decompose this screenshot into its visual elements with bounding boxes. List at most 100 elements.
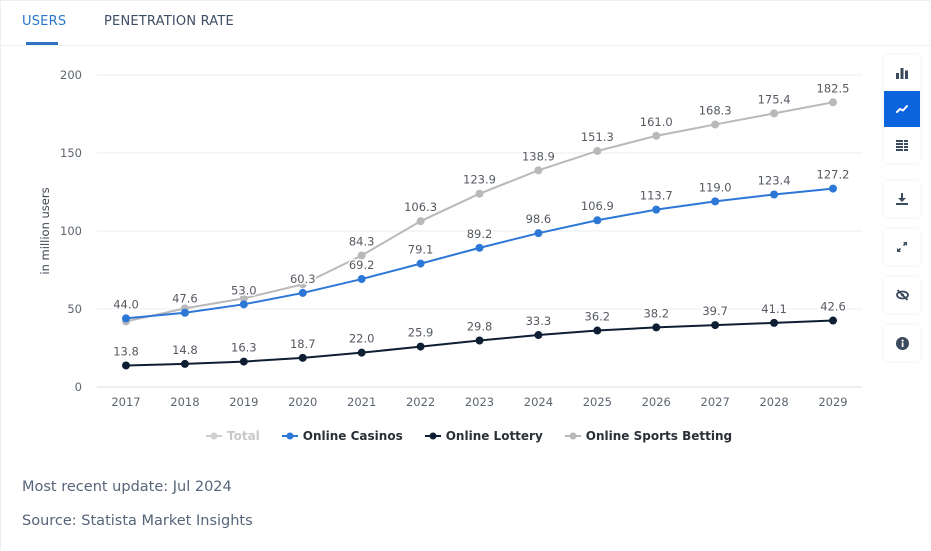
legend-marker-online-sports-betting	[564, 432, 581, 440]
download-button[interactable]	[884, 181, 920, 217]
eye-slash-icon	[895, 289, 909, 301]
data-label-online-lottery-2028: 41.1	[761, 302, 787, 316]
legend-item-online-lottery[interactable]: Online Lottery	[424, 429, 543, 443]
data-label-online-casinos-2021: 69.2	[349, 258, 375, 272]
x-tick-label-2017: 2017	[111, 395, 140, 409]
data-point-online-casinos-2020	[298, 288, 307, 297]
data-label-online-lottery-2029: 42.6	[820, 300, 846, 314]
data-label-online-casinos-2025: 106.9	[581, 199, 614, 213]
legend-item-total[interactable]: Total	[206, 429, 260, 443]
data-label-online-lottery-2017: 13.8	[113, 344, 139, 358]
line-chart-icon	[896, 105, 908, 113]
x-tick-label-2026: 2026	[642, 395, 671, 409]
data-point-online-casinos-2028	[770, 190, 779, 199]
data-point-online-lottery-2027	[711, 321, 720, 330]
data-point-online-casinos-2025	[593, 216, 602, 225]
y-tick-label-150: 150	[60, 146, 82, 160]
line-chart: 0 50 100 150 200 in million users 2017 2018 2019…	[38, 68, 862, 409]
data-label-online-casinos-2017: 44.0	[113, 297, 139, 311]
data-point-online-lottery-2020	[298, 353, 307, 362]
x-tick-label-2028: 2028	[759, 395, 788, 409]
bar-chart-button[interactable]	[884, 55, 920, 91]
data-label-online-sports-betting-2028: 175.4	[758, 92, 791, 106]
x-tick-label-2024: 2024	[524, 395, 553, 409]
data-point-online-casinos-2026	[652, 205, 661, 214]
download-group	[884, 181, 920, 217]
y-axis-title: in million users	[38, 187, 52, 274]
data-label-online-sports-betting-2024: 138.9	[522, 149, 555, 163]
data-label-online-casinos-2028: 123.4	[758, 173, 791, 187]
data-label-online-lottery-2025: 36.2	[585, 310, 611, 324]
data-point-online-sports-betting-2026	[652, 131, 661, 140]
data-point-online-lottery-2025	[593, 326, 602, 335]
bar-chart-icon	[896, 68, 908, 79]
data-point-online-casinos-2021	[357, 275, 366, 284]
data-label-online-lottery-2022: 25.9	[408, 326, 434, 340]
legend-label-total: Total	[227, 429, 260, 443]
legend-item-online-sports-betting[interactable]: Online Sports Betting	[564, 429, 732, 443]
data-label-online-lottery-2021: 22.0	[349, 332, 375, 346]
data-label-online-sports-betting-2023: 123.9	[463, 173, 496, 187]
data-label-online-sports-betting-2022: 106.3	[404, 200, 437, 214]
data-label-online-lottery-2018: 14.8	[172, 343, 198, 357]
data-point-online-sports-betting-2027	[711, 120, 720, 129]
legend-marker-online-casinos	[281, 432, 298, 440]
x-tick-label-2027: 2027	[701, 395, 730, 409]
info-icon	[895, 336, 909, 350]
data-label-online-lottery-2019: 16.3	[231, 341, 257, 355]
fullscreen-group	[884, 229, 920, 265]
y-tick-label-200: 200	[60, 68, 82, 82]
data-label-online-casinos-2018: 47.6	[172, 292, 198, 306]
data-label-online-casinos-2019: 53.0	[231, 283, 257, 297]
legend-label-online-lottery: Online Lottery	[445, 429, 543, 443]
y-tick-label-50: 50	[67, 302, 82, 316]
data-point-online-casinos-2023	[475, 243, 484, 252]
data-point-online-casinos-2022	[416, 259, 425, 268]
tab-users[interactable]: USERS	[22, 14, 67, 29]
chart-legend: Total Online Casinos Online Lottery Onli…	[206, 426, 754, 446]
data-point-online-lottery-2022	[416, 342, 425, 351]
data-label-online-casinos-2027: 119.0	[699, 180, 732, 194]
data-label-online-sports-betting-2026: 161.0	[640, 115, 673, 129]
legend-item-online-casinos[interactable]: Online Casinos	[281, 429, 403, 443]
data-label-online-casinos-2022: 79.1	[408, 243, 434, 257]
x-tick-label-2018: 2018	[170, 395, 199, 409]
data-point-online-casinos-2019	[239, 300, 248, 309]
data-point-online-lottery-2023	[475, 336, 484, 345]
data-point-online-lottery-2021	[357, 348, 366, 357]
data-label-online-lottery-2024: 33.3	[526, 314, 552, 328]
data-label-online-lottery-2020: 18.7	[290, 337, 316, 351]
fullscreen-button[interactable]	[884, 229, 920, 265]
data-label-online-casinos-2023: 89.2	[467, 227, 493, 241]
data-label-online-sports-betting-2029: 182.5	[817, 81, 850, 95]
data-label-online-casinos-2024: 98.6	[526, 212, 552, 226]
data-point-online-casinos-2024	[534, 229, 543, 238]
line-chart-button[interactable]	[884, 91, 920, 127]
data-label-online-lottery-2023: 29.8	[467, 320, 493, 334]
hide-group	[884, 277, 920, 313]
data-point-online-sports-betting-2019	[239, 294, 248, 303]
data-point-online-casinos-2029	[829, 184, 837, 193]
hide-button[interactable]	[884, 277, 920, 313]
data-point-online-lottery-2029	[829, 316, 837, 325]
data-point-online-sports-betting-2025	[593, 146, 602, 155]
data-point-online-lottery-2024	[534, 331, 543, 340]
x-tick-label-2020: 2020	[288, 395, 317, 409]
download-icon	[896, 193, 908, 205]
table-button[interactable]	[884, 127, 920, 163]
expand-icon	[897, 242, 907, 252]
data-label-online-sports-betting-2021: 84.3	[349, 234, 375, 248]
data-point-online-casinos-2017	[122, 314, 130, 323]
y-tick-label-100: 100	[60, 224, 82, 238]
data-point-online-lottery-2028	[770, 318, 779, 327]
active-tab-indicator	[26, 42, 58, 45]
info-group	[884, 325, 920, 361]
data-point-online-sports-betting-2020	[298, 280, 307, 289]
data-label-online-sports-betting-2027: 168.3	[699, 103, 732, 117]
data-point-online-lottery-2018	[180, 359, 189, 368]
tab-penetration-rate[interactable]: PENETRATION RATE	[104, 14, 234, 29]
data-label-online-casinos-2029: 127.2	[817, 168, 850, 182]
info-button[interactable]	[884, 325, 920, 361]
data-point-online-sports-betting-2028	[770, 109, 779, 118]
data-label-online-sports-betting-2025: 151.3	[581, 130, 614, 144]
